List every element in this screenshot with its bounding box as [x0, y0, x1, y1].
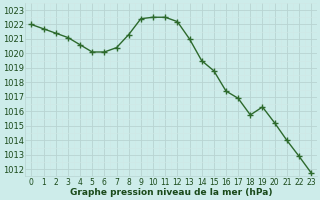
X-axis label: Graphe pression niveau de la mer (hPa): Graphe pression niveau de la mer (hPa)	[70, 188, 273, 197]
